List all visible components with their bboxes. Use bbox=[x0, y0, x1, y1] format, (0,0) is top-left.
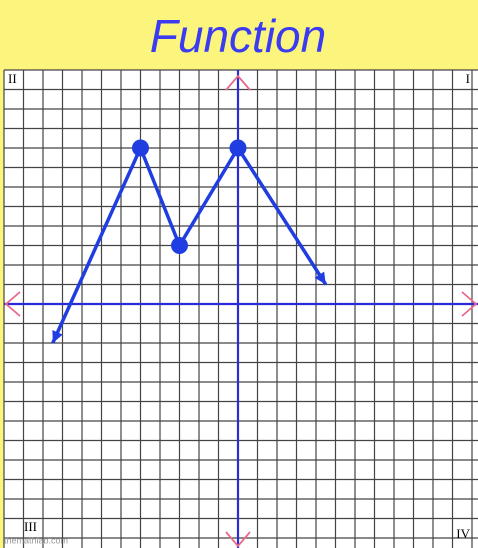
arrowhead bbox=[52, 330, 63, 343]
quadrant-label: I bbox=[466, 71, 470, 86]
axis-arrow bbox=[461, 291, 478, 317]
quadrant-label: IV bbox=[456, 526, 470, 541]
axis-arrow bbox=[225, 74, 251, 91]
chart-title: Function bbox=[150, 10, 326, 62]
watermark: themathlab.com bbox=[4, 535, 68, 545]
quadrant-label: II bbox=[8, 71, 17, 86]
point bbox=[132, 139, 149, 157]
quadrant-label: III bbox=[24, 519, 37, 534]
axis-arrow bbox=[225, 531, 251, 548]
grid bbox=[3, 69, 478, 548]
arrowhead bbox=[314, 271, 326, 285]
axis-arrow bbox=[4, 291, 21, 317]
point bbox=[171, 237, 188, 254]
point bbox=[229, 139, 247, 157]
marks bbox=[51, 139, 328, 344]
